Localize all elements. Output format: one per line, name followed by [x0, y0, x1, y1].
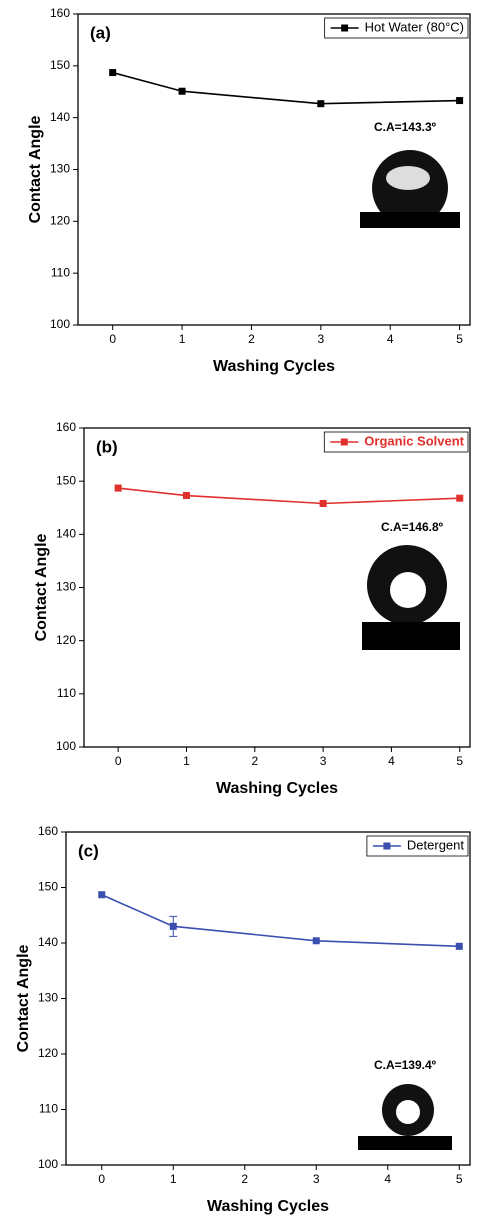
annotation: C.A=146.8º	[381, 520, 444, 534]
marker	[456, 943, 463, 950]
x-tick-label: 2	[248, 332, 255, 346]
annotation: C.A=139.4º	[374, 1058, 437, 1072]
x-tick-label: 1	[183, 754, 190, 768]
annotation: C.A=143.3º	[374, 120, 437, 134]
legend-label: Organic Solvent	[364, 433, 464, 448]
marker	[109, 69, 116, 76]
x-axis-label: Washing Cycles	[213, 358, 335, 375]
marker	[98, 891, 105, 898]
droplet-inset	[362, 545, 460, 650]
series-line	[102, 895, 460, 947]
x-tick-label: 5	[456, 754, 463, 768]
legend-marker	[383, 843, 390, 850]
y-tick-label: 160	[56, 420, 76, 434]
x-tick-label: 3	[320, 754, 327, 768]
y-tick-label: 100	[38, 1157, 58, 1171]
panel-label: (a)	[90, 23, 111, 42]
x-tick-label: 4	[384, 1172, 391, 1186]
y-tick-label: 150	[56, 473, 76, 487]
x-tick-label: 0	[115, 754, 122, 768]
y-tick-label: 160	[38, 824, 58, 838]
y-tick-label: 120	[38, 1046, 58, 1060]
marker	[183, 492, 190, 499]
y-axis-label: Contact Angle	[33, 533, 50, 641]
x-tick-label: 5	[456, 1172, 463, 1186]
y-tick-label: 120	[50, 214, 70, 228]
y-tick-label: 140	[56, 527, 76, 541]
y-tick-label: 140	[38, 935, 58, 949]
legend-label: Hot Water (80°C)	[365, 19, 464, 34]
x-tick-label: 3	[317, 332, 324, 346]
y-tick-label: 150	[38, 880, 58, 894]
droplet-inset	[358, 1084, 452, 1150]
legend-marker	[341, 439, 348, 446]
y-tick-label: 110	[51, 265, 70, 279]
y-tick-label: 110	[39, 1102, 58, 1116]
marker	[317, 100, 324, 107]
x-tick-label: 1	[179, 332, 186, 346]
y-tick-label: 130	[38, 991, 58, 1005]
y-tick-label: 100	[56, 739, 76, 753]
x-tick-label: 2	[251, 754, 258, 768]
y-tick-label: 130	[56, 580, 76, 594]
marker	[115, 485, 122, 492]
marker	[456, 495, 463, 502]
y-tick-label: 130	[50, 162, 70, 176]
marker	[170, 923, 177, 930]
marker	[313, 937, 320, 944]
x-tick-label: 1	[170, 1172, 177, 1186]
x-tick-label: 4	[388, 754, 395, 768]
x-tick-label: 2	[241, 1172, 248, 1186]
marker	[179, 88, 186, 95]
panel-label: (c)	[78, 841, 99, 860]
y-tick-label: 140	[50, 110, 70, 124]
panel-label: (b)	[96, 437, 118, 456]
series-line	[113, 73, 460, 104]
y-axis-label: Contact Angle	[27, 115, 44, 223]
x-tick-label: 4	[387, 332, 394, 346]
x-tick-label: 0	[109, 332, 116, 346]
x-axis-label: Washing Cycles	[216, 780, 338, 797]
x-tick-label: 5	[456, 332, 463, 346]
droplet-inset	[360, 150, 460, 228]
x-tick-label: 0	[98, 1172, 105, 1186]
y-axis-label: Contact Angle	[15, 944, 32, 1052]
series-line	[118, 488, 460, 503]
legend-label: Detergent	[407, 837, 464, 852]
marker	[320, 500, 327, 507]
y-tick-label: 110	[57, 686, 76, 700]
y-tick-label: 100	[50, 317, 70, 331]
figure: 100110120130140150160012345Washing Cycle…	[0, 0, 481, 1219]
x-tick-label: 3	[313, 1172, 320, 1186]
legend-marker	[341, 25, 348, 32]
y-tick-label: 150	[50, 58, 70, 72]
marker	[456, 97, 463, 104]
y-tick-label: 160	[50, 6, 70, 20]
y-tick-label: 120	[56, 633, 76, 647]
x-axis-label: Washing Cycles	[207, 1198, 329, 1215]
